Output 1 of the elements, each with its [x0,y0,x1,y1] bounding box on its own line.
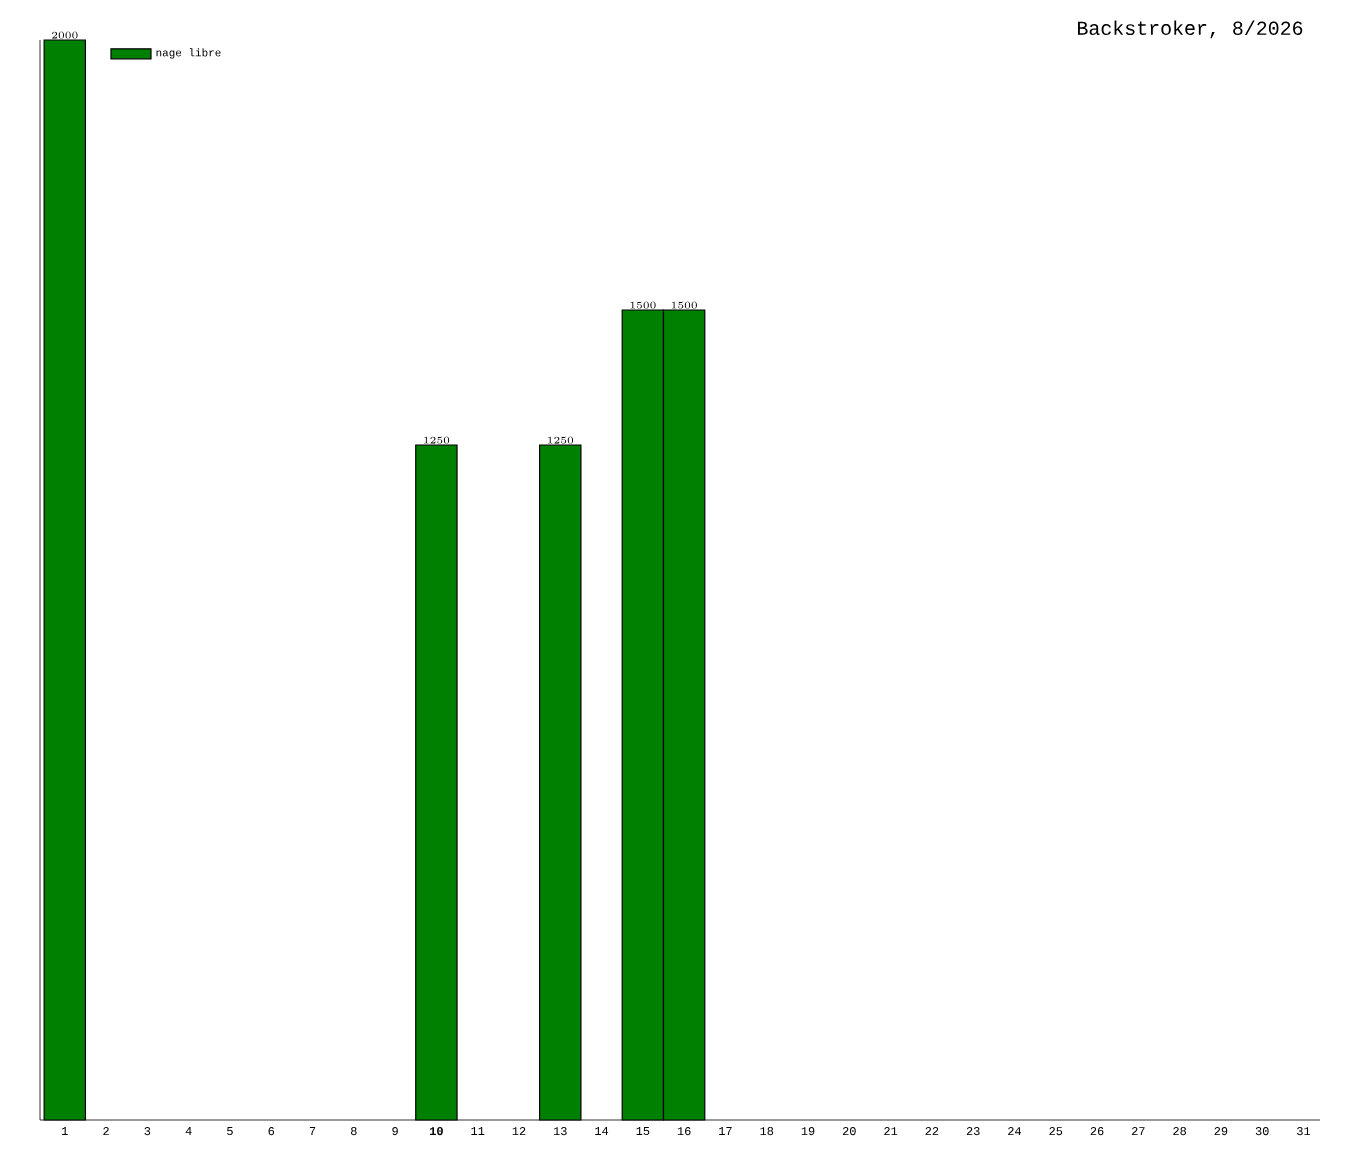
chart-title: Backstroker, 8/2026 [1077,20,1303,39]
